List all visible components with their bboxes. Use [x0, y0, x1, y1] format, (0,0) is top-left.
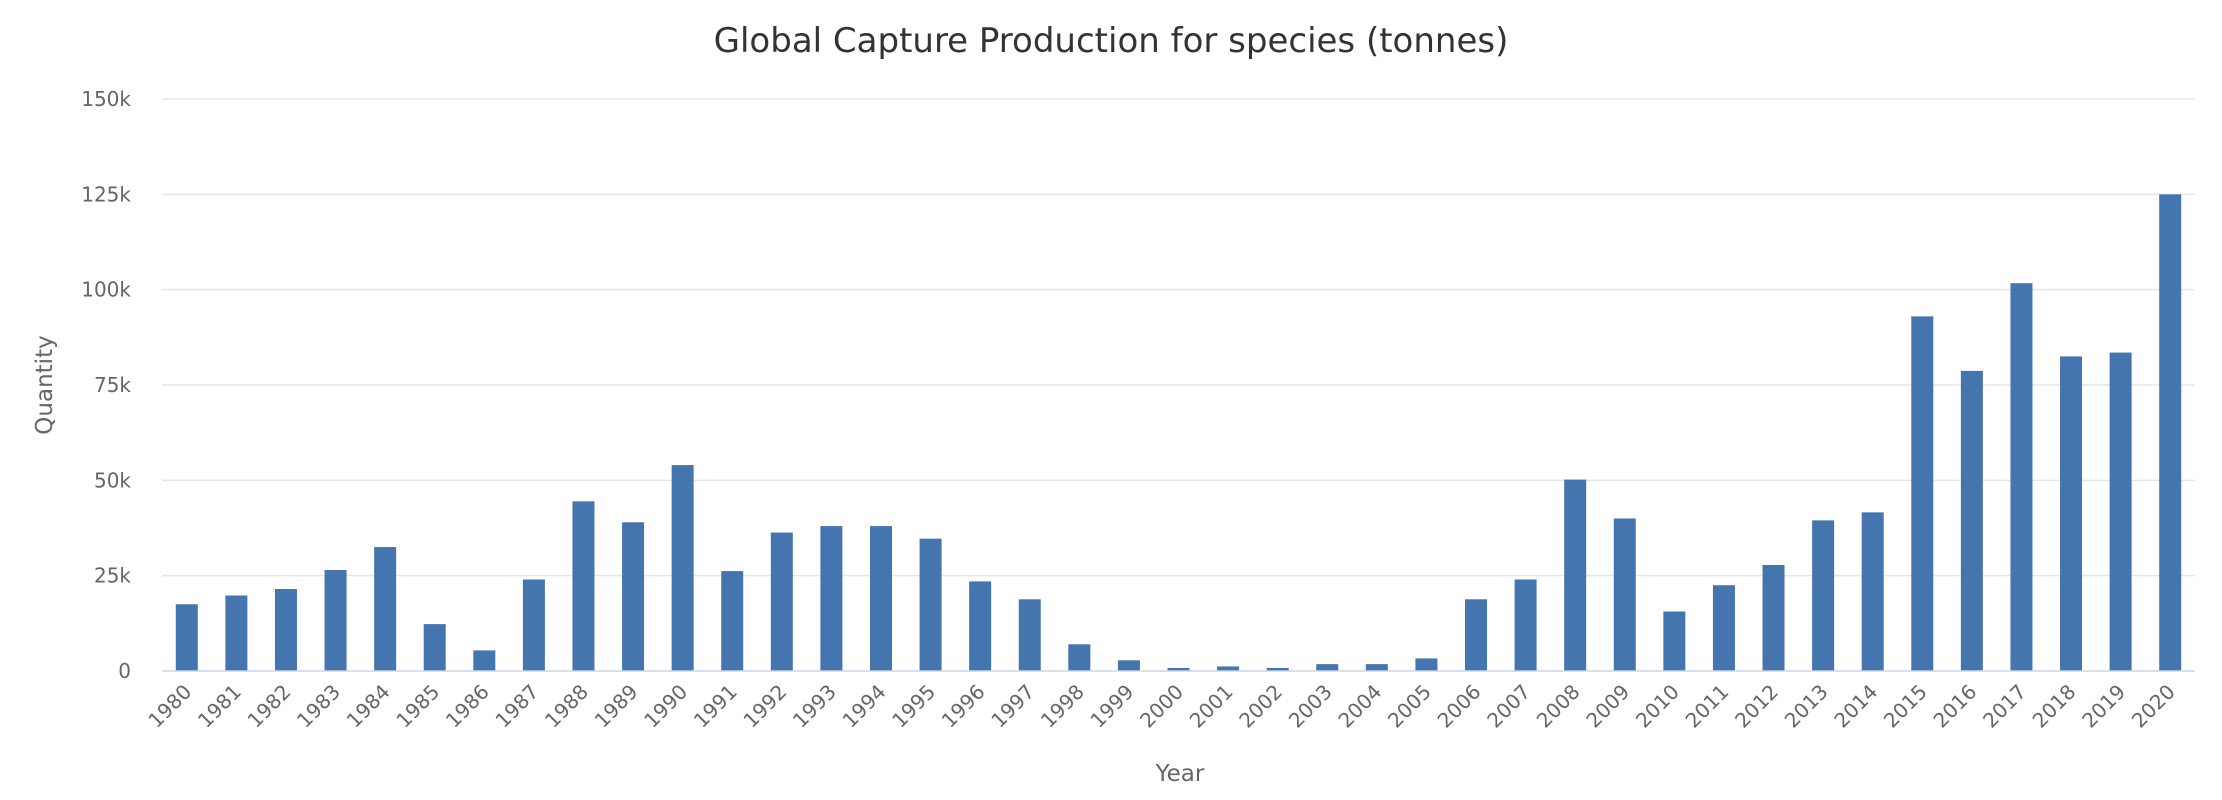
bar-1982[interactable]: [274, 589, 297, 671]
bar-1980[interactable]: [175, 604, 198, 671]
bar-2019[interactable]: [2109, 352, 2132, 671]
x-tick-label: 2002: [1234, 680, 1287, 733]
bar-2005[interactable]: [1415, 658, 1438, 671]
bar-2000[interactable]: [1167, 667, 1190, 671]
bar-1995[interactable]: [919, 538, 942, 671]
y-axis-label: Quantity: [32, 335, 58, 434]
y-tick-label: 150k: [81, 87, 131, 111]
y-tick-label: 125k: [81, 182, 131, 206]
x-tick-label: 2018: [2028, 680, 2081, 733]
bar-2002[interactable]: [1266, 667, 1289, 671]
bar-2009[interactable]: [1613, 518, 1636, 671]
bars: [175, 194, 2182, 672]
bar-2012[interactable]: [1762, 564, 1785, 671]
x-tick-label: 1985: [391, 680, 444, 733]
x-tick-label: 2003: [1284, 680, 1337, 733]
bar-1989[interactable]: [622, 522, 645, 671]
x-tick-label: 1994: [838, 680, 891, 733]
x-tick-label: 2010: [1631, 680, 1684, 733]
bar-2008[interactable]: [1564, 479, 1587, 671]
bar-1988[interactable]: [572, 501, 595, 671]
x-tick-label: 1984: [342, 680, 395, 733]
y-tick-label: 25k: [94, 564, 131, 588]
x-tick-label: 2017: [1978, 680, 2031, 733]
bar-1981[interactable]: [225, 595, 248, 671]
x-tick-label: 1982: [243, 680, 296, 733]
bar-1987[interactable]: [522, 579, 545, 671]
x-tick-label: 1990: [639, 680, 692, 733]
bar-2016[interactable]: [1960, 370, 1983, 671]
x-tick-label: 2011: [1681, 680, 1734, 733]
bar-1996[interactable]: [969, 581, 992, 671]
bar-1998[interactable]: [1068, 644, 1091, 671]
bar-2003[interactable]: [1316, 664, 1339, 671]
x-tick-label: 2000: [1135, 680, 1188, 733]
y-tick-label: 100k: [81, 278, 131, 302]
bar-2018[interactable]: [2060, 356, 2083, 671]
bar-2011[interactable]: [1712, 585, 1735, 671]
x-tick-label: 2020: [2127, 680, 2180, 733]
x-tick-label: 2015: [1879, 680, 1932, 733]
x-tick-label: 1989: [590, 680, 643, 733]
bar-1999[interactable]: [1117, 660, 1140, 671]
x-tick-label: 2001: [1185, 680, 1238, 733]
bar-2006[interactable]: [1465, 599, 1488, 671]
x-tick-label: 1992: [738, 680, 791, 733]
x-tick-label: 2006: [1433, 680, 1486, 733]
x-tick-label: 2014: [1829, 680, 1882, 733]
x-tick-label: 1997: [986, 680, 1039, 733]
gridlines: [162, 98, 2195, 577]
chart-title: Global Capture Production for species (t…: [714, 21, 1509, 61]
bar-2017[interactable]: [2010, 283, 2033, 671]
x-tick-label: 2008: [1532, 680, 1585, 733]
bar-1993[interactable]: [820, 526, 843, 671]
x-tick-label: 1996: [937, 680, 990, 733]
x-tick-label: 2004: [1333, 680, 1386, 733]
x-tick-label: 1986: [441, 680, 494, 733]
x-tick-label: 2019: [2077, 680, 2130, 733]
bar-2013[interactable]: [1812, 520, 1835, 671]
x-axis-ticks: 1980198119821983198419851986198719881989…: [143, 680, 2179, 733]
bar-2010[interactable]: [1663, 611, 1686, 671]
x-tick-label: 2013: [1780, 680, 1833, 733]
x-tick-label: 1980: [143, 680, 196, 733]
bar-2007[interactable]: [1514, 579, 1537, 671]
x-tick-label: 1981: [193, 680, 246, 733]
x-tick-label: 2007: [1482, 680, 1535, 733]
y-tick-label: 75k: [94, 373, 131, 397]
y-tick-label: 50k: [94, 468, 131, 492]
x-tick-label: 1995: [887, 680, 940, 733]
x-tick-label: 1991: [689, 680, 742, 733]
x-tick-label: 2005: [1383, 680, 1436, 733]
x-tick-label: 1998: [1036, 680, 1089, 733]
bar-1991[interactable]: [721, 571, 744, 671]
x-tick-label: 1993: [788, 680, 841, 733]
x-axis-label: Year: [1155, 761, 1205, 787]
bar-2001[interactable]: [1217, 666, 1240, 671]
y-axis-ticks: 0 25k 50k 75k 100k 125k 150k: [81, 87, 131, 683]
bar-2014[interactable]: [1861, 512, 1884, 671]
bar-1986[interactable]: [473, 650, 496, 671]
x-tick-label: 1999: [1085, 680, 1138, 733]
x-tick-label: 1987: [490, 680, 543, 733]
bar-1984[interactable]: [374, 547, 397, 671]
x-tick-label: 1983: [292, 680, 345, 733]
x-tick-label: 2012: [1730, 680, 1783, 733]
bar-1997[interactable]: [1018, 599, 1041, 671]
bar-1992[interactable]: [770, 532, 793, 671]
x-tick-label: 2016: [1928, 680, 1981, 733]
bar-1983[interactable]: [324, 569, 347, 671]
bar-1985[interactable]: [423, 624, 446, 671]
bar-2020[interactable]: [2159, 194, 2182, 672]
x-tick-label: 2009: [1581, 680, 1634, 733]
bar-1994[interactable]: [869, 526, 892, 671]
bar-1990[interactable]: [671, 465, 694, 671]
x-tick-label: 1988: [540, 680, 593, 733]
bar-2004[interactable]: [1365, 664, 1388, 671]
y-tick-label: 0: [118, 659, 131, 683]
bar-2015[interactable]: [1911, 316, 1934, 671]
